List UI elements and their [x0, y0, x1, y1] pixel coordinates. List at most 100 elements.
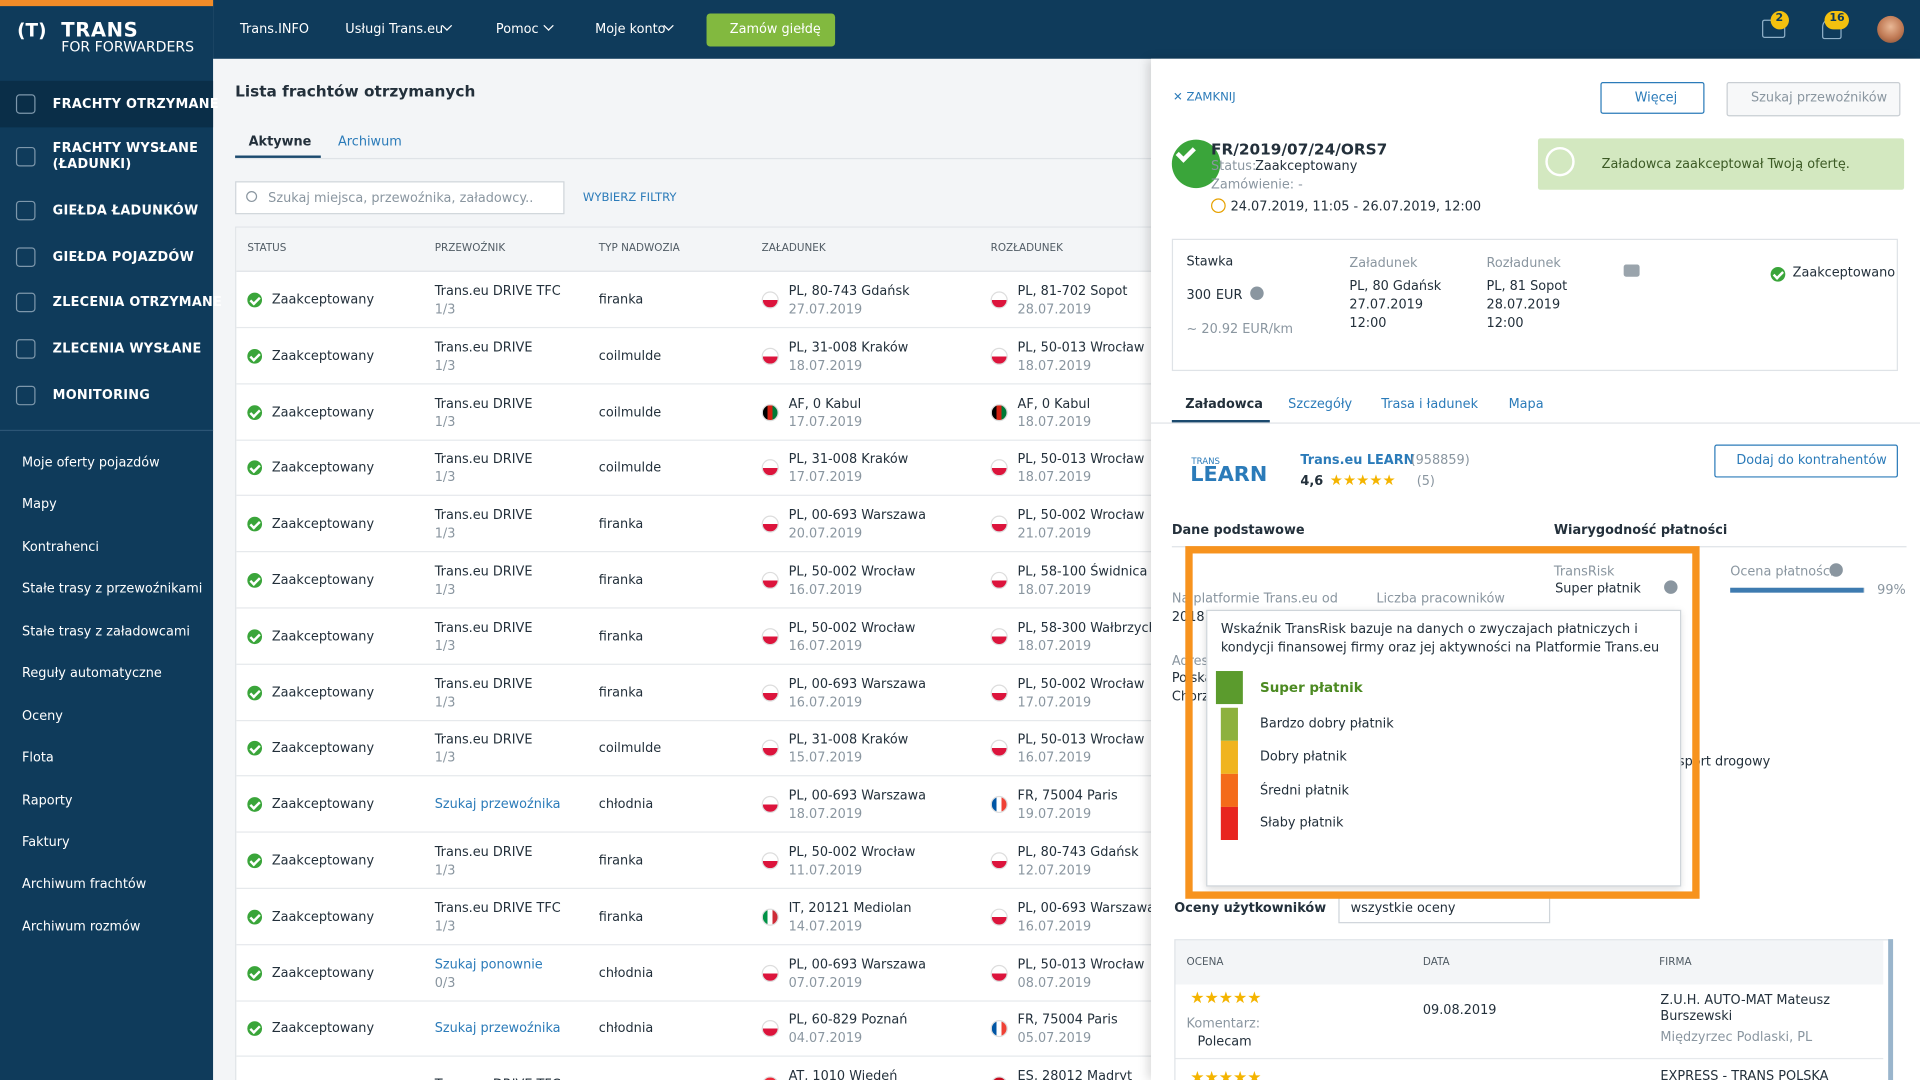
column-header: DATA [1422, 956, 1450, 969]
filters-link[interactable]: WYBIERZ FILTRY [582, 191, 677, 205]
nav-icon [15, 247, 36, 267]
nav-item[interactable]: GIEŁDA ŁADUNKÓW [52, 203, 199, 218]
status: Zaakceptowany [271, 1021, 375, 1037]
chat-icon [1623, 264, 1640, 277]
nav-item[interactable]: Raporty [22, 793, 73, 809]
top-menu-item[interactable]: Usługi Trans.eu [345, 22, 444, 37]
tab[interactable]: Załadowca [1185, 396, 1263, 412]
carrier-sub: 1/3 [434, 302, 456, 318]
level-name: Średni płatnik [1260, 783, 1349, 799]
topbar [213, 0, 1920, 59]
row-divider [236, 439, 1167, 441]
carrier[interactable]: Szukaj przewoźnika [434, 797, 561, 813]
status: Zaakceptowany [271, 404, 375, 420]
date: 18.07.2019 [1017, 582, 1092, 598]
date: 18.07.2019 [1017, 638, 1092, 654]
date: 16.07.2019 [788, 582, 863, 598]
nav-item[interactable]: FRACHTY WYSŁANE (ŁADUNKI) [52, 140, 199, 171]
find-button[interactable] [1726, 82, 1901, 117]
carrier[interactable]: Szukaj ponownie [434, 957, 543, 972]
flag [990, 291, 1008, 309]
nav-item[interactable]: Oceny [22, 708, 63, 724]
label: TransRisk [1553, 564, 1615, 580]
tab[interactable]: Trasa i ładunek [1381, 396, 1479, 412]
comment: Polecam [1197, 1034, 1252, 1050]
top-menu-item[interactable]: Moje konto [595, 22, 666, 37]
status-icon [247, 516, 263, 532]
rate: 300 [1186, 287, 1212, 303]
cta-button[interactable] [706, 13, 836, 47]
top-menu-item[interactable]: Trans.INFO [240, 22, 309, 37]
status-icon [247, 404, 263, 420]
nav-item[interactable]: Stałe trasy z przewoźnikami [22, 581, 203, 597]
status-check [1171, 139, 1221, 189]
nav-item[interactable]: Faktury [22, 835, 70, 850]
nav-icon [15, 200, 36, 221]
status-label: Status: [1211, 159, 1257, 174]
carrier: Trans.eu DRIVE [434, 676, 533, 692]
place: PL, 50-002 Wrocław [1017, 508, 1145, 524]
top-menu-item[interactable]: Pomoc [495, 22, 539, 37]
nav-item[interactable]: Stałe trasy z załadowcami [22, 624, 190, 640]
date: 04.07.2019 [788, 1031, 863, 1047]
column-header: ZAŁADUNEK [761, 242, 826, 255]
nav-item[interactable]: Archiwum frachtów [22, 876, 147, 892]
nav-item[interactable]: Mapy [22, 497, 57, 512]
body-type: coilmulde [598, 741, 662, 756]
carrier: Trans.eu DRIVE TFC [434, 284, 561, 299]
flag [990, 403, 1008, 421]
more-button[interactable] [1600, 82, 1705, 114]
nav-item[interactable]: Moje oferty pojazdów [22, 455, 160, 471]
place: AF, 0 Kabul [1017, 396, 1091, 411]
nav-icon [15, 385, 36, 406]
place: PL, 80-743 Gdańsk [1017, 844, 1139, 860]
nav-icon [15, 292, 36, 313]
status-icon [247, 1021, 263, 1037]
badge [1824, 11, 1849, 30]
nav-item[interactable]: MONITORING [52, 388, 151, 403]
company-name[interactable]: Trans.eu LEARN [1300, 453, 1415, 468]
nav-item[interactable]: FRACHTY OTRZYMANE [52, 96, 219, 112]
tab[interactable]: Aktywne [248, 134, 312, 150]
tab[interactable]: Archiwum [337, 134, 402, 150]
carrier: Trans.eu DRIVE TFC [434, 900, 561, 916]
search-box[interactable] [235, 181, 565, 215]
place: ES, 28012 Madryt [1017, 1069, 1133, 1080]
carrier-sub: 1/3 [434, 358, 456, 374]
status-icon [247, 348, 263, 364]
carrier: Trans.eu DRIVE [434, 508, 533, 524]
status-icon [247, 853, 263, 869]
nav-item[interactable]: Archiwum rozmów [22, 919, 141, 935]
tabs-line [1151, 422, 1920, 424]
body-type: chłodnia [598, 1021, 654, 1037]
add-button[interactable] [1714, 444, 1898, 478]
nav-item[interactable]: Flota [22, 750, 54, 766]
close-link[interactable]: ✕ ZAMKNIJ [1173, 90, 1236, 105]
logo-top: TRANS [1191, 456, 1220, 467]
date: 11.07.2019 [788, 863, 863, 878]
place: PL, 81-702 Sopot [1017, 284, 1128, 299]
date: 27.07.2019 [788, 302, 863, 318]
nav-item[interactable]: ZLECENIA WYSŁANE [52, 341, 202, 357]
body-type: firanka [598, 516, 644, 532]
row-divider [236, 719, 1167, 721]
flag [761, 347, 779, 365]
place: PL, 50-002 Wrocław [788, 620, 916, 636]
place: PL, 80 Gdańsk [1349, 279, 1442, 294]
tab[interactable]: Mapa [1508, 396, 1544, 412]
place: IT, 20121 Mediolan [788, 900, 912, 916]
tab[interactable]: Szczegóły [1288, 396, 1353, 412]
reviews-header [1175, 940, 1884, 985]
nav-item[interactable]: Reguły automatyczne [22, 666, 162, 681]
nav-item[interactable]: GIEŁDA POJAZDÓW [52, 249, 195, 265]
nav-item[interactable]: ZLECENIA OTRZYMANE [52, 295, 223, 310]
avatar[interactable] [1877, 15, 1905, 43]
label: Stawka [1186, 254, 1234, 270]
carrier[interactable]: Szukaj przewoźnika [434, 1021, 561, 1037]
label: Rozładunek [1486, 255, 1561, 271]
place: PL, 60-829 Poznań [788, 1013, 908, 1028]
nav-item[interactable]: Kontrahenci [22, 540, 99, 555]
status: Zaakceptowany [271, 741, 375, 756]
logo-main: LEARN [1190, 462, 1268, 488]
